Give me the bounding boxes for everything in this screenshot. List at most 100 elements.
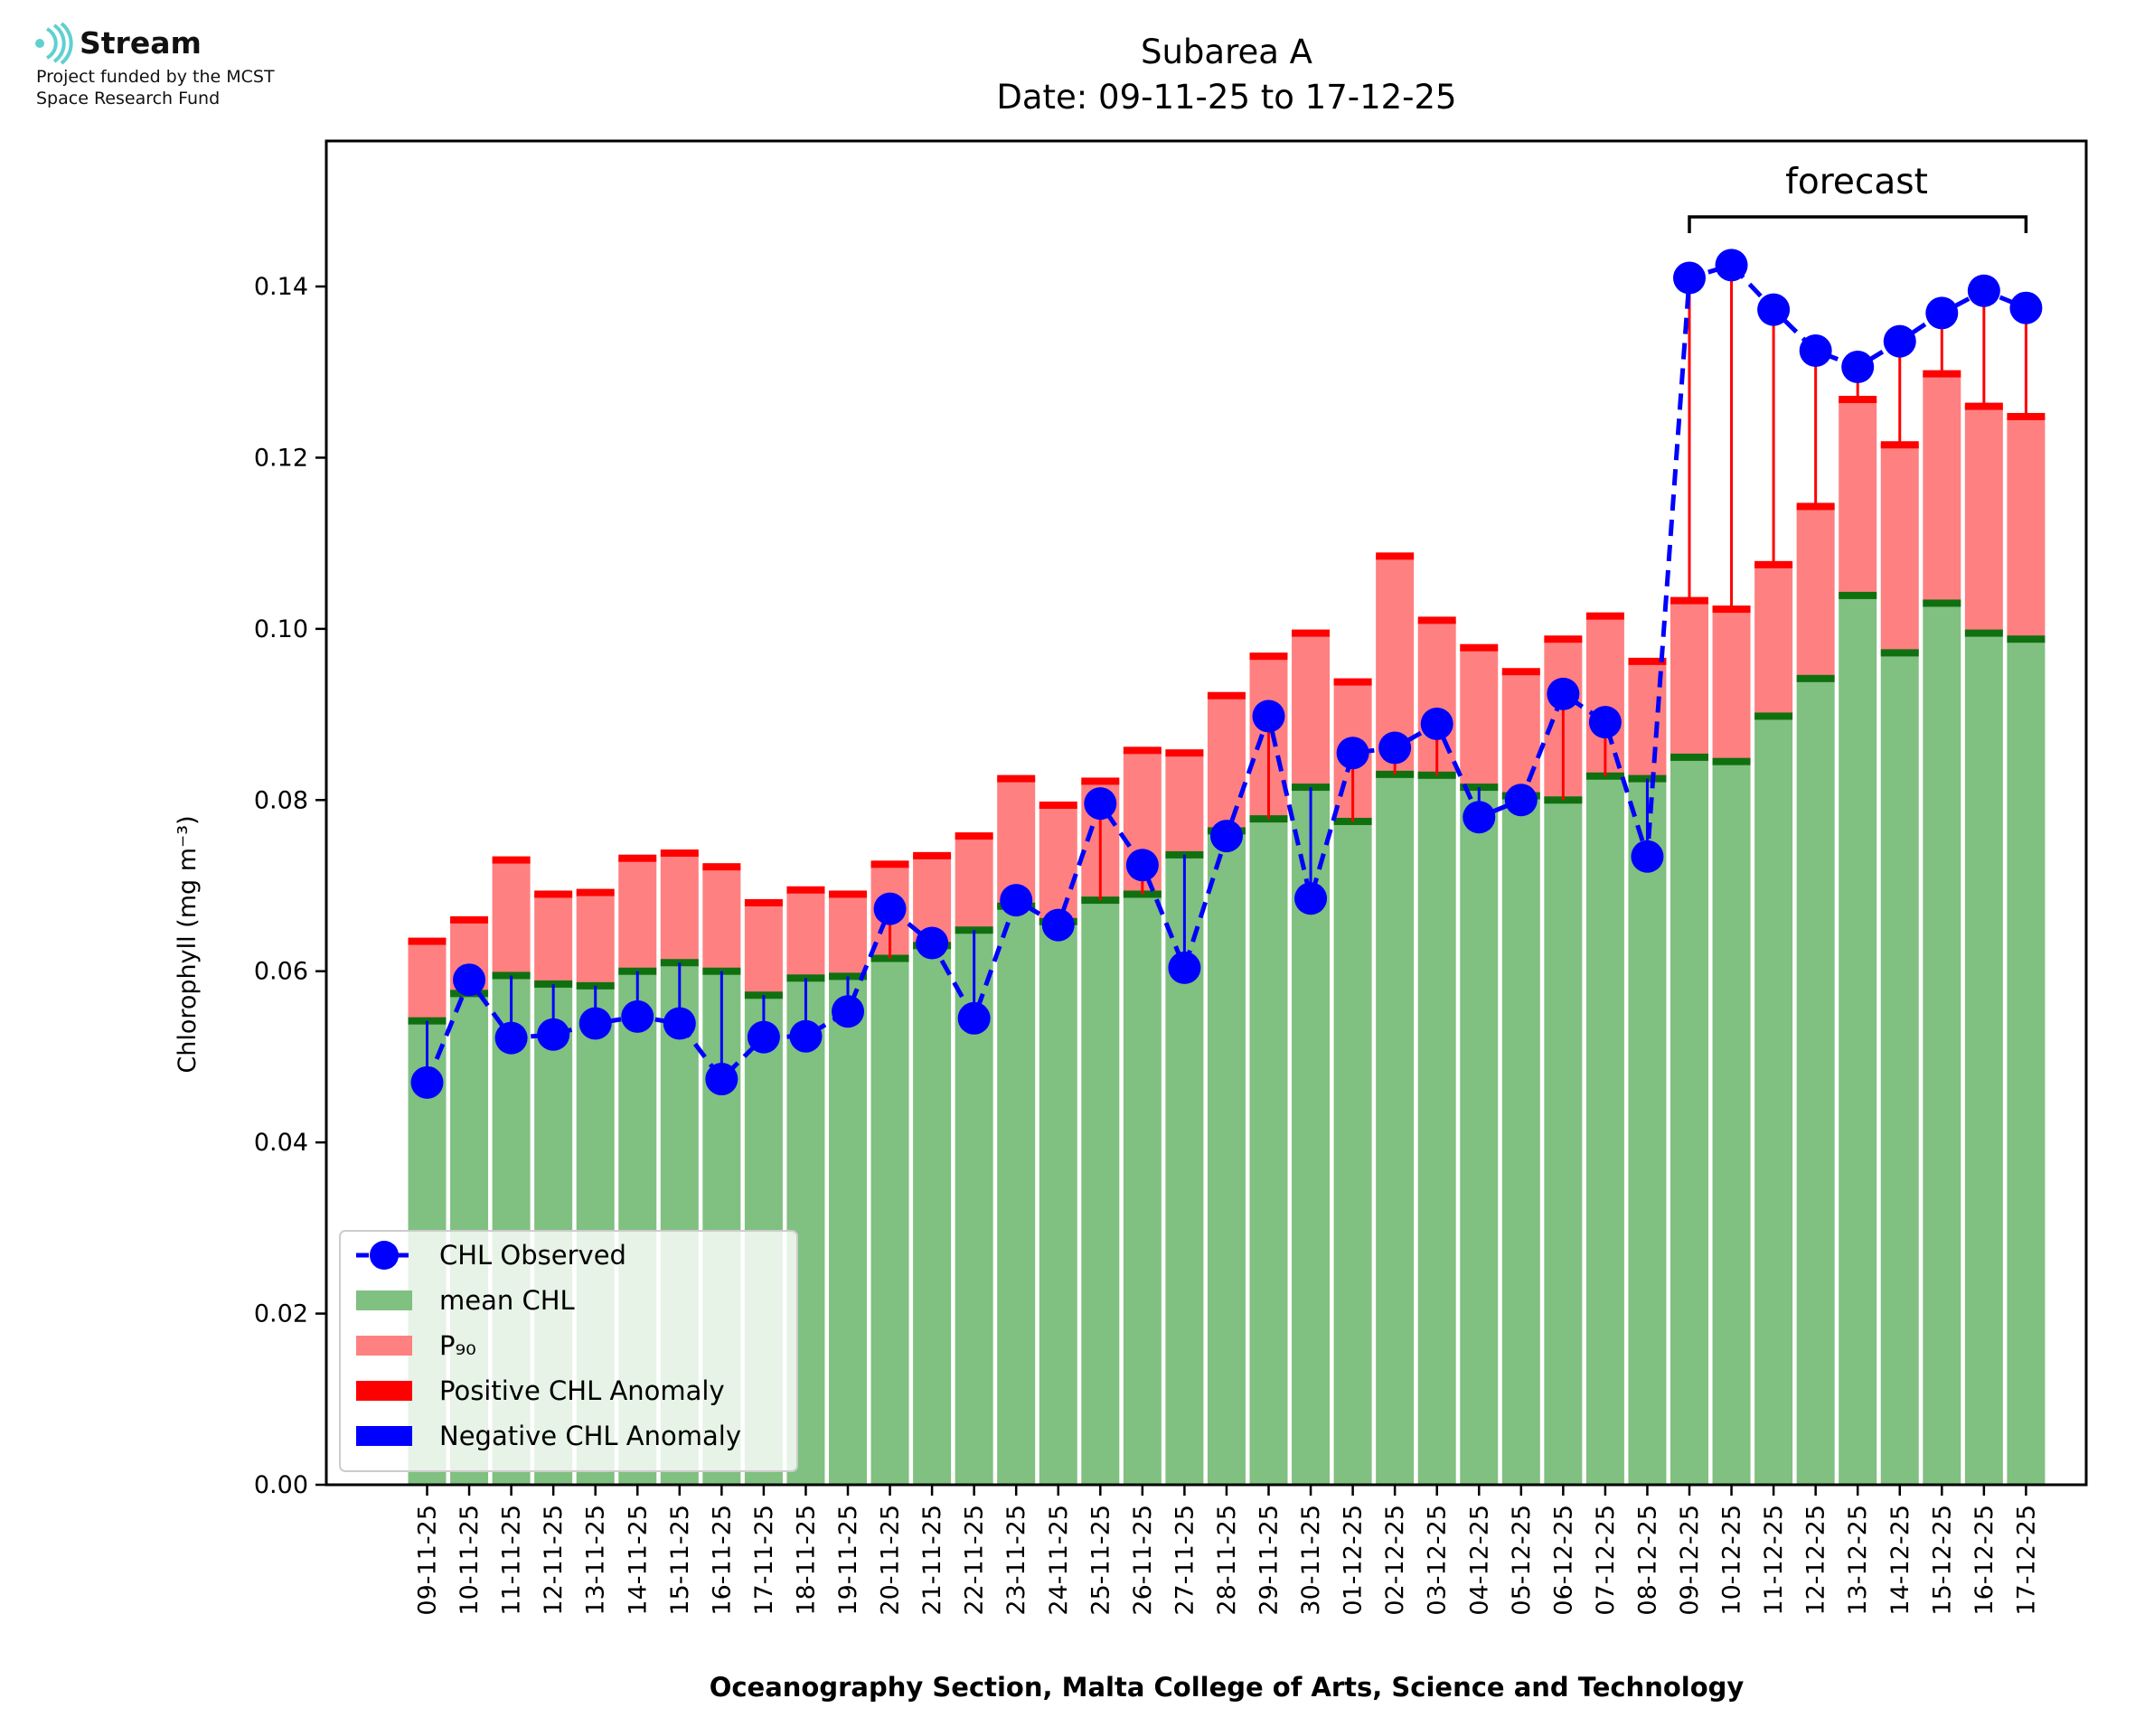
x-tick-label: 13-11-25 <box>582 1505 610 1616</box>
observed-point <box>1757 293 1791 326</box>
p90-cap <box>786 886 825 894</box>
observed-point <box>453 963 486 997</box>
p90-bar <box>1964 406 2003 633</box>
p90-cap <box>955 832 993 840</box>
p90-cap <box>408 937 447 945</box>
x-tick-label: 22-11-25 <box>961 1505 989 1616</box>
p90-bar <box>1712 609 1751 762</box>
p90-bar <box>408 941 447 1021</box>
x-tick-label: 03-12-25 <box>1424 1505 1452 1616</box>
y-tick-label: 0.14 <box>254 273 308 301</box>
mean-bar <box>1839 595 1877 1485</box>
observed-point <box>621 999 654 1033</box>
observed-point <box>1631 840 1664 873</box>
stream-logo-icon <box>35 22 73 65</box>
x-tick-label: 01-12-25 <box>1340 1505 1368 1616</box>
p90-bar <box>702 867 741 971</box>
x-tick-label: 14-11-25 <box>624 1505 652 1616</box>
y-tick-label: 0.10 <box>254 615 308 643</box>
observed-point <box>957 1001 991 1035</box>
legend-negative-swatch <box>356 1426 412 1446</box>
p90-cap <box>702 863 741 871</box>
x-tick-label: 25-11-25 <box>1086 1505 1115 1616</box>
x-tick-label: 30-11-25 <box>1297 1505 1325 1616</box>
observed-point <box>1715 249 1748 282</box>
p90-cap <box>450 915 489 924</box>
observed-point <box>1841 351 1875 384</box>
x-tick-label: 14-12-25 <box>1886 1505 1914 1616</box>
mean-cap <box>1923 599 1961 607</box>
forecast-bracket <box>1688 215 2028 233</box>
y-tick-label: 0.02 <box>254 1300 308 1328</box>
mean-bar <box>1628 778 1667 1485</box>
mean-bar <box>1923 603 1961 1485</box>
p90-cap <box>1081 777 1120 785</box>
p90-bar <box>2007 416 2046 640</box>
x-tick-label: 12-12-25 <box>1802 1505 1830 1616</box>
mean-cap <box>1880 649 1919 657</box>
p90-cap <box>1628 657 1667 665</box>
observed-point <box>1504 784 1538 817</box>
p90-bar <box>1039 804 1077 922</box>
x-tick-label: 17-11-25 <box>750 1505 778 1616</box>
x-tick-label: 11-11-25 <box>498 1505 526 1616</box>
p90-cap <box>1460 643 1499 652</box>
legend-positive-swatch <box>356 1381 412 1401</box>
mean-cap <box>1754 712 1793 720</box>
p90-cap <box>1585 612 1624 620</box>
p90-cap <box>576 888 615 896</box>
legend-label: P₉₀ <box>439 1330 476 1361</box>
p90-bar <box>1880 445 1919 653</box>
mean-cap <box>1712 757 1751 765</box>
p90-bar <box>744 902 783 996</box>
x-tick-label: 15-12-25 <box>1928 1505 1956 1616</box>
mean-bar <box>829 976 867 1485</box>
p90-cap <box>660 849 699 858</box>
mean-bar <box>1249 819 1288 1485</box>
p90-bar <box>1754 564 1793 717</box>
x-tick-label: 18-11-25 <box>792 1505 820 1616</box>
x-tick-label: 12-11-25 <box>540 1505 568 1616</box>
p90-cap <box>1123 746 1162 755</box>
p90-cap <box>1292 629 1331 637</box>
x-tick-label: 02-12-25 <box>1381 1505 1409 1616</box>
mean-bar <box>1880 652 1919 1485</box>
legend-frame <box>339 1230 798 1472</box>
y-tick-label: 0.08 <box>254 786 308 814</box>
observed-point <box>410 1065 444 1099</box>
p90-cap <box>1249 652 1288 661</box>
mean-bar <box>1123 894 1162 1485</box>
x-tick-label: 21-11-25 <box>918 1505 946 1616</box>
y-tick-label: 0.00 <box>254 1471 308 1499</box>
p90-cap <box>1501 668 1540 676</box>
mean-bar <box>1376 774 1415 1485</box>
p90-cap <box>997 774 1036 783</box>
observed-point <box>1378 731 1412 765</box>
mean-cap <box>1796 674 1835 682</box>
legend-observed-marker <box>370 1241 399 1270</box>
p90-bar <box>1839 399 1877 596</box>
mean-bar <box>1544 800 1583 1485</box>
x-axis-label: Oceanography Section, Malta College of A… <box>710 1672 1745 1703</box>
p90-cap <box>1333 678 1372 686</box>
x-tick-label: 17-12-25 <box>2012 1505 2040 1616</box>
mean-bar <box>1754 716 1793 1485</box>
x-tick-label: 09-12-25 <box>1676 1505 1704 1616</box>
observed-point <box>663 1007 696 1040</box>
x-tick-label: 13-12-25 <box>1844 1505 1872 1616</box>
p90-cap <box>829 890 867 898</box>
y-tick-label: 0.06 <box>254 958 308 986</box>
observed-point <box>873 892 907 925</box>
p90-cap <box>534 890 573 898</box>
p90-bar <box>576 892 615 986</box>
x-tick-label: 10-12-25 <box>1718 1505 1746 1616</box>
mean-cap <box>1670 753 1708 761</box>
legend-label: mean CHL <box>439 1285 575 1316</box>
p90-cap <box>913 851 952 859</box>
p90-bar <box>786 889 825 979</box>
mean-bar <box>1081 900 1120 1485</box>
mean-bar <box>1501 795 1540 1485</box>
observed-point <box>494 1021 528 1055</box>
mean-bar <box>1460 787 1499 1485</box>
